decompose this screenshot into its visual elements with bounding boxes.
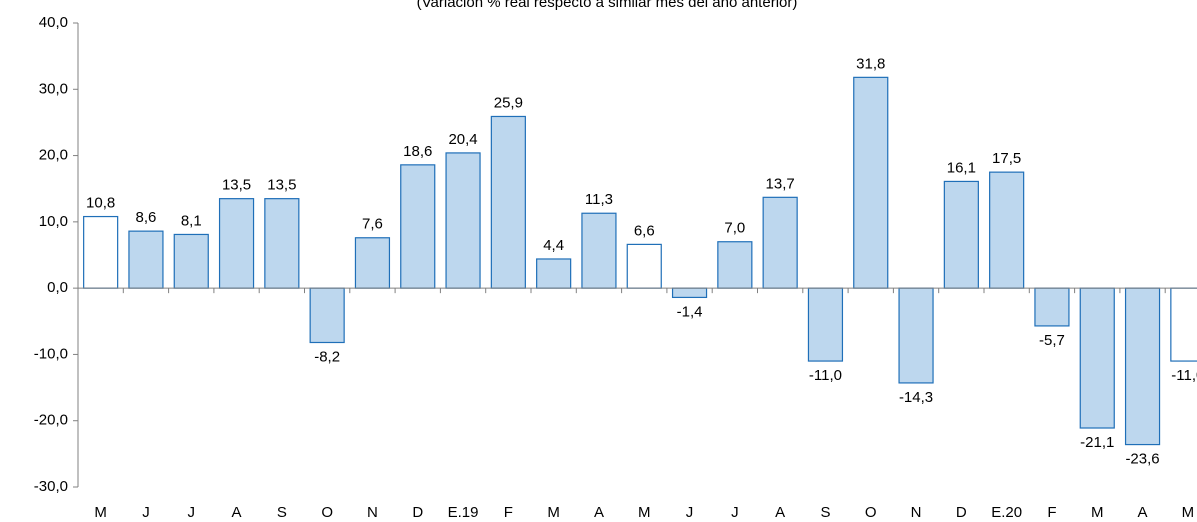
bar (989, 171, 1025, 289)
x-tick-label: A (775, 504, 785, 521)
x-tick-label: S (277, 504, 287, 521)
x-tick-label: J (731, 504, 739, 521)
data-label: -11,0 (809, 367, 842, 384)
y-tick-label: 20,0 (39, 147, 68, 164)
data-label: 8,1 (181, 212, 202, 229)
y-tick-label: 40,0 (39, 14, 68, 31)
data-label: 17,5 (992, 150, 1021, 167)
x-tick-label: A (594, 504, 604, 521)
x-tick-label: E.20 (991, 504, 1022, 521)
data-label: -5,7 (1039, 332, 1065, 349)
x-tick-label: M (1091, 504, 1104, 521)
x-tick-label: D (956, 504, 967, 521)
x-tick-label: E.19 (448, 504, 479, 521)
data-label: 4,4 (543, 237, 564, 254)
bar (400, 164, 436, 289)
data-label: 7,6 (362, 216, 383, 233)
data-label: -11,0 (1171, 367, 1197, 384)
x-tick-label: F (504, 504, 513, 521)
bar (762, 196, 798, 289)
data-label: -23,6 (1125, 451, 1159, 468)
data-label: -1,4 (677, 303, 703, 320)
x-tick-label: N (367, 504, 378, 521)
y-tick-label: 0,0 (47, 279, 68, 296)
data-label: 8,6 (136, 209, 157, 226)
y-tick-label: -30,0 (34, 478, 68, 495)
x-tick-label: A (232, 504, 242, 521)
bar (671, 287, 708, 299)
y-tick-label: 10,0 (39, 213, 68, 230)
bar (1124, 287, 1161, 446)
x-tick-label: A (1138, 504, 1148, 521)
x-tick-label: J (188, 504, 196, 521)
x-tick-label: M (638, 504, 651, 521)
bar (1079, 287, 1115, 429)
bar (1034, 287, 1070, 327)
x-tick-label: O (321, 504, 333, 521)
data-label: 25,9 (494, 94, 523, 111)
y-tick-label: -20,0 (34, 412, 68, 429)
x-tick-label: J (686, 504, 694, 521)
data-label: 13,7 (766, 175, 795, 192)
chart-subtitle: (Variación % real respecto a similar mes… (417, 0, 798, 11)
x-tick-label: N (911, 504, 922, 521)
x-tick-label: S (820, 504, 830, 521)
y-tick-label: -10,0 (34, 345, 68, 362)
data-label: 20,4 (448, 131, 477, 148)
x-tick-label: M (94, 504, 107, 521)
data-label: -21,1 (1080, 434, 1114, 451)
data-label: 13,5 (267, 177, 296, 194)
x-tick-label: M (547, 504, 560, 521)
data-label: 31,8 (856, 55, 885, 72)
bar (218, 198, 255, 289)
bar (490, 115, 526, 289)
bar (943, 180, 979, 289)
data-label: 7,0 (724, 220, 745, 237)
x-tick-label: O (865, 504, 877, 521)
bar (898, 287, 934, 384)
data-label: 6,6 (634, 222, 655, 239)
x-tick-label: F (1047, 504, 1056, 521)
data-label: -14,3 (899, 389, 933, 406)
bar (626, 243, 662, 289)
bar (536, 258, 572, 289)
bar (445, 152, 481, 289)
bar (807, 287, 844, 362)
x-tick-label: M (1182, 504, 1195, 521)
x-tick-label: D (412, 504, 423, 521)
data-label: 16,1 (947, 159, 976, 176)
x-tick-label: J (142, 504, 150, 521)
bar (83, 215, 119, 289)
bar (173, 233, 209, 289)
data-label: 18,6 (403, 143, 432, 160)
data-label: 13,5 (222, 177, 251, 194)
data-label: -8,2 (314, 348, 340, 365)
bar (581, 212, 617, 289)
bar (128, 230, 164, 289)
data-label: 10,8 (86, 195, 115, 212)
bar (309, 287, 345, 344)
bar (354, 237, 391, 289)
bar (717, 241, 753, 289)
bar (264, 198, 300, 289)
bar (1170, 287, 1197, 362)
y-tick-label: 30,0 (39, 80, 68, 97)
bar (853, 76, 889, 289)
data-label: 11,3 (585, 191, 613, 208)
